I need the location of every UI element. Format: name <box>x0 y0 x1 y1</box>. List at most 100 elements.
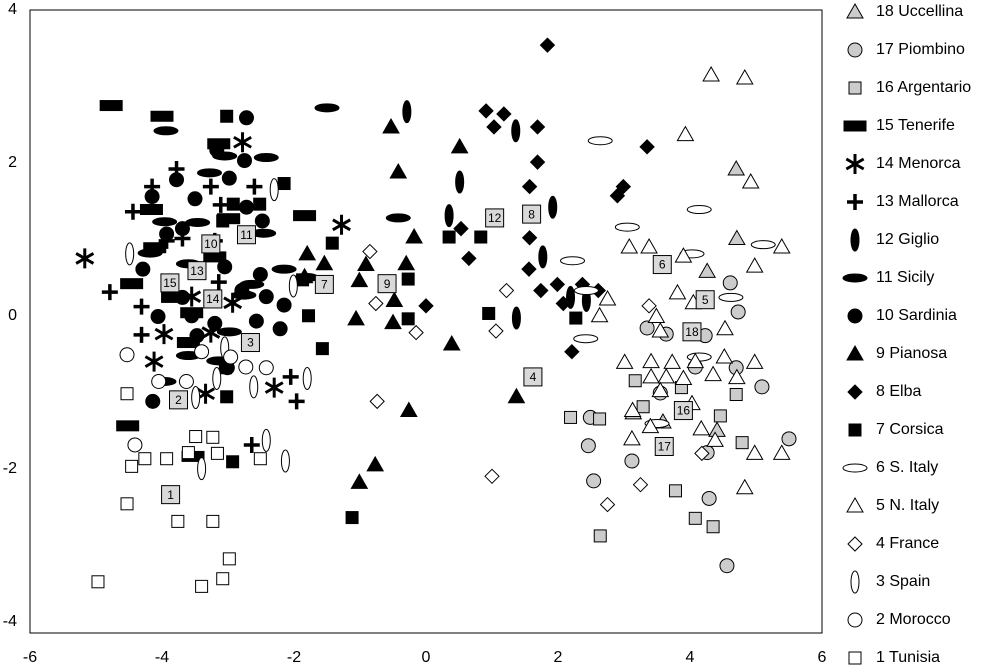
centroid-label: 3 <box>247 336 254 350</box>
point <box>686 352 705 369</box>
point <box>639 139 655 155</box>
point <box>277 177 291 191</box>
legend-label: 7 Corsica <box>876 421 944 438</box>
point <box>587 136 613 146</box>
point <box>369 393 385 410</box>
point <box>668 283 687 300</box>
point <box>133 326 150 343</box>
point <box>160 452 174 466</box>
point <box>171 514 185 528</box>
centroid-box <box>673 401 693 421</box>
point <box>599 496 616 513</box>
point <box>676 125 695 142</box>
point <box>254 213 270 229</box>
point <box>152 217 178 227</box>
point <box>735 69 754 85</box>
point <box>694 445 710 462</box>
point <box>718 292 744 302</box>
point <box>206 514 220 528</box>
point <box>623 401 642 418</box>
point <box>772 444 791 460</box>
point <box>124 203 141 220</box>
centroid-box <box>236 225 256 245</box>
point <box>455 170 465 194</box>
point <box>345 511 359 525</box>
point <box>362 243 378 260</box>
point <box>555 295 571 312</box>
point <box>632 476 649 493</box>
point <box>642 367 660 384</box>
point <box>302 309 316 323</box>
point <box>402 100 412 124</box>
point <box>210 274 227 291</box>
point <box>614 222 640 232</box>
point <box>704 365 722 382</box>
legend-marker <box>847 308 863 324</box>
point <box>590 306 609 323</box>
point <box>315 342 329 356</box>
legend-marker <box>847 536 863 552</box>
point <box>220 109 234 123</box>
point <box>488 323 504 339</box>
point <box>651 322 670 338</box>
point <box>511 306 521 330</box>
point <box>389 163 408 179</box>
point <box>195 579 209 593</box>
centroid-box <box>485 208 505 228</box>
point <box>507 387 526 404</box>
point <box>651 381 670 398</box>
point <box>120 497 134 511</box>
point <box>184 308 200 324</box>
centroid-box <box>654 436 674 456</box>
centroid-label: 14 <box>206 292 220 306</box>
point <box>258 289 274 305</box>
point <box>641 298 657 314</box>
point <box>408 324 424 341</box>
point <box>209 142 225 158</box>
point <box>99 100 123 112</box>
point <box>442 230 456 244</box>
x-tick-label: -2 <box>287 649 301 666</box>
point <box>293 210 317 222</box>
point <box>615 353 634 369</box>
legend-label: 9 Pianosa <box>876 345 947 362</box>
point <box>539 37 556 53</box>
centroid-label: 17 <box>658 440 672 454</box>
legend-label: 15 Tenerife <box>876 117 955 134</box>
point <box>325 236 339 250</box>
point <box>385 213 411 223</box>
point <box>729 388 743 402</box>
legend-marker <box>842 273 868 283</box>
point <box>137 248 163 258</box>
point <box>174 289 190 305</box>
centroid-box <box>161 485 181 505</box>
point <box>216 572 230 586</box>
point <box>474 230 488 244</box>
point <box>727 159 746 176</box>
point <box>715 348 734 364</box>
point <box>91 575 105 589</box>
point <box>238 199 254 215</box>
centroid-label: 1 <box>167 488 174 502</box>
centroid-box <box>377 274 397 294</box>
point <box>401 312 415 326</box>
point <box>639 320 655 336</box>
point <box>125 459 139 473</box>
point <box>713 409 727 423</box>
point <box>609 188 626 204</box>
y-tick-label: 0 <box>8 307 17 324</box>
legend-marker <box>850 228 860 252</box>
point <box>144 189 160 205</box>
centroid-label: 5 <box>702 293 709 307</box>
point <box>138 452 152 466</box>
point <box>640 237 658 254</box>
point <box>496 106 512 122</box>
point <box>154 324 174 345</box>
point <box>264 377 284 398</box>
legend-label: 1 Tunisia <box>876 649 940 666</box>
point <box>521 230 538 246</box>
point <box>754 379 770 395</box>
point <box>272 321 288 337</box>
centroid-label: 2 <box>175 393 182 407</box>
point <box>663 353 682 369</box>
